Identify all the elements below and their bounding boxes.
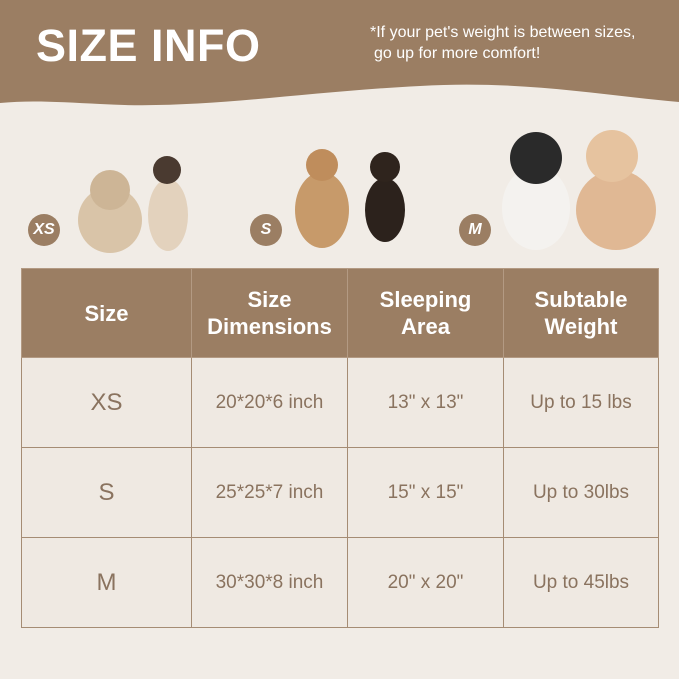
weight-cell: Up to 45lbs: [503, 537, 659, 628]
dimensions-cell: 25*25*7 inch: [191, 447, 348, 538]
sleeping-area-cell: 20" x 20": [347, 537, 504, 628]
siamese-cat-image: [148, 156, 188, 251]
page-title: SIZE INFO: [36, 20, 261, 71]
sleeping-area-cell: 15" x 15": [347, 447, 504, 538]
table-header-row: Size Size Dimensions Sleeping Area Subtabl…: [21, 268, 659, 358]
size-cell: XS: [21, 357, 192, 448]
header-size: Size: [21, 268, 192, 358]
size-badge-xs: XS: [28, 214, 60, 246]
persian-cat-image: [78, 170, 142, 253]
dimensions-cell: 30*30*8 inch: [191, 537, 348, 628]
french-bulldog-image: [502, 132, 570, 250]
size-badge-s: S: [250, 214, 282, 246]
table-row: XS 20*20*6 inch 13" x 13" Up to 15 lbs: [21, 357, 659, 448]
poodle-image: [576, 130, 656, 250]
dachshund-image: [365, 152, 405, 242]
size-cell: M: [21, 537, 192, 628]
table-row: S 25*25*7 inch 15" x 15" Up to 30lbs: [21, 447, 659, 538]
header-weight: Subtable Weight: [503, 268, 659, 358]
header-sleeping-area: Sleeping Area: [347, 268, 504, 358]
size-badge-m: M: [459, 214, 491, 246]
sizing-note: *If your pet's weight is between sizes, g…: [370, 24, 636, 62]
table-row: M 30*30*8 inch 20" x 20" Up to 45lbs: [21, 537, 659, 628]
weight-cell: Up to 15 lbs: [503, 357, 659, 448]
weight-cell: Up to 30lbs: [503, 447, 659, 538]
size-table: Size Size Dimensions Sleeping Area Subtabl…: [21, 268, 659, 628]
sleeping-area-cell: 13" x 13": [347, 357, 504, 448]
maine-coon-cat-image: [295, 149, 349, 248]
dimensions-cell: 20*20*6 inch: [191, 357, 348, 448]
header-dimensions: Size Dimensions: [191, 268, 348, 358]
header-banner: [0, 0, 679, 106]
size-cell: S: [21, 447, 192, 538]
